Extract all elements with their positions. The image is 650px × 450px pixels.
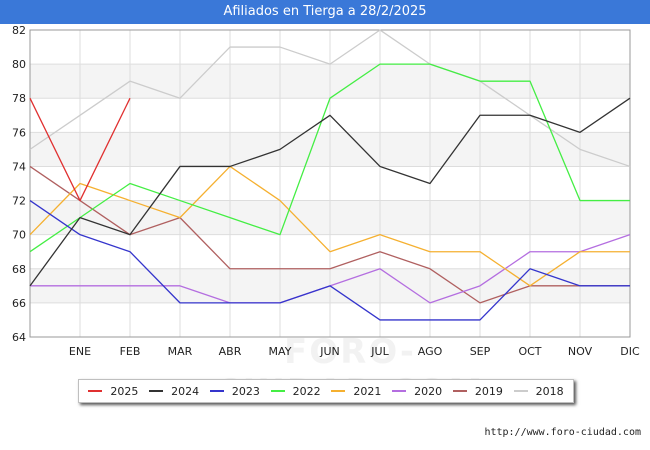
y-tick-label: 82: [12, 24, 26, 37]
legend-label: 2023: [231, 384, 260, 398]
legend-item-2019: 2019: [452, 384, 503, 398]
legend-swatch: [149, 390, 164, 392]
x-tick-label: ENE: [69, 345, 91, 358]
legend-item-2018: 2018: [513, 384, 564, 398]
series-line-2024: [29, 97, 631, 287]
series-line-2022: [29, 63, 630, 253]
legend-swatch: [209, 390, 224, 392]
y-tick-label: 80: [12, 58, 26, 71]
legend-label: 2020: [414, 384, 443, 398]
x-tick-label: NOV: [568, 345, 593, 358]
y-tick-label: 68: [12, 263, 26, 276]
legend-swatch: [452, 390, 467, 392]
legend-item-2022: 2022: [270, 384, 321, 398]
legend-label: 2018: [535, 384, 564, 398]
x-tick-label: AGO: [418, 345, 443, 358]
legend-swatch: [331, 390, 346, 392]
legend-item-2021: 2021: [331, 385, 381, 398]
legend-item-2024: 2024: [149, 385, 199, 398]
series-line-2023: [29, 200, 630, 321]
x-tick-label: DIC: [620, 345, 640, 358]
legend-swatch: [270, 390, 285, 392]
x-tick-label: JUL: [370, 345, 389, 358]
legend-item-2025: 2025: [88, 385, 138, 398]
y-tick-label: 66: [12, 297, 26, 310]
y-tick-label: 70: [12, 229, 26, 242]
legend-swatch: [392, 390, 407, 392]
y-tick-label: 72: [12, 195, 26, 208]
legend-label: 2022: [292, 384, 321, 398]
legend-item-2023: 2023: [209, 384, 260, 398]
series-line-2025: [29, 97, 131, 202]
y-tick-label: 74: [12, 160, 26, 173]
x-tick-label: SEP: [470, 345, 491, 358]
x-tick-label: ABR: [219, 345, 242, 358]
series-line-2021: [29, 165, 630, 287]
legend-swatch: [88, 390, 103, 392]
legend-label: 2019: [474, 384, 503, 398]
legend-swatch: [513, 390, 528, 392]
x-tick-label: MAY: [269, 345, 292, 358]
y-tick-label: 78: [12, 92, 26, 105]
legend: 2025 2024 2023 2022 2021 2020 2019 2018: [78, 379, 574, 403]
y-tick-label: 64: [12, 331, 26, 344]
source-url: http://www.foro-ciudad.com: [484, 427, 641, 438]
legend-item-2020: 2020: [392, 385, 442, 398]
x-tick-label: FEB: [120, 345, 141, 358]
x-tick-label: JUN: [319, 345, 340, 358]
legend-label: 2024: [171, 384, 200, 398]
plot-frame: [29, 29, 631, 338]
legend-label: 2021: [353, 384, 382, 398]
legend-label: 2025: [110, 384, 139, 398]
chart-title: Afiliados en Tierga a 28/2/2025: [0, 0, 650, 24]
x-tick-label: MAR: [168, 345, 193, 358]
x-tick-label: OCT: [518, 345, 541, 358]
y-tick-label: 76: [12, 126, 26, 139]
